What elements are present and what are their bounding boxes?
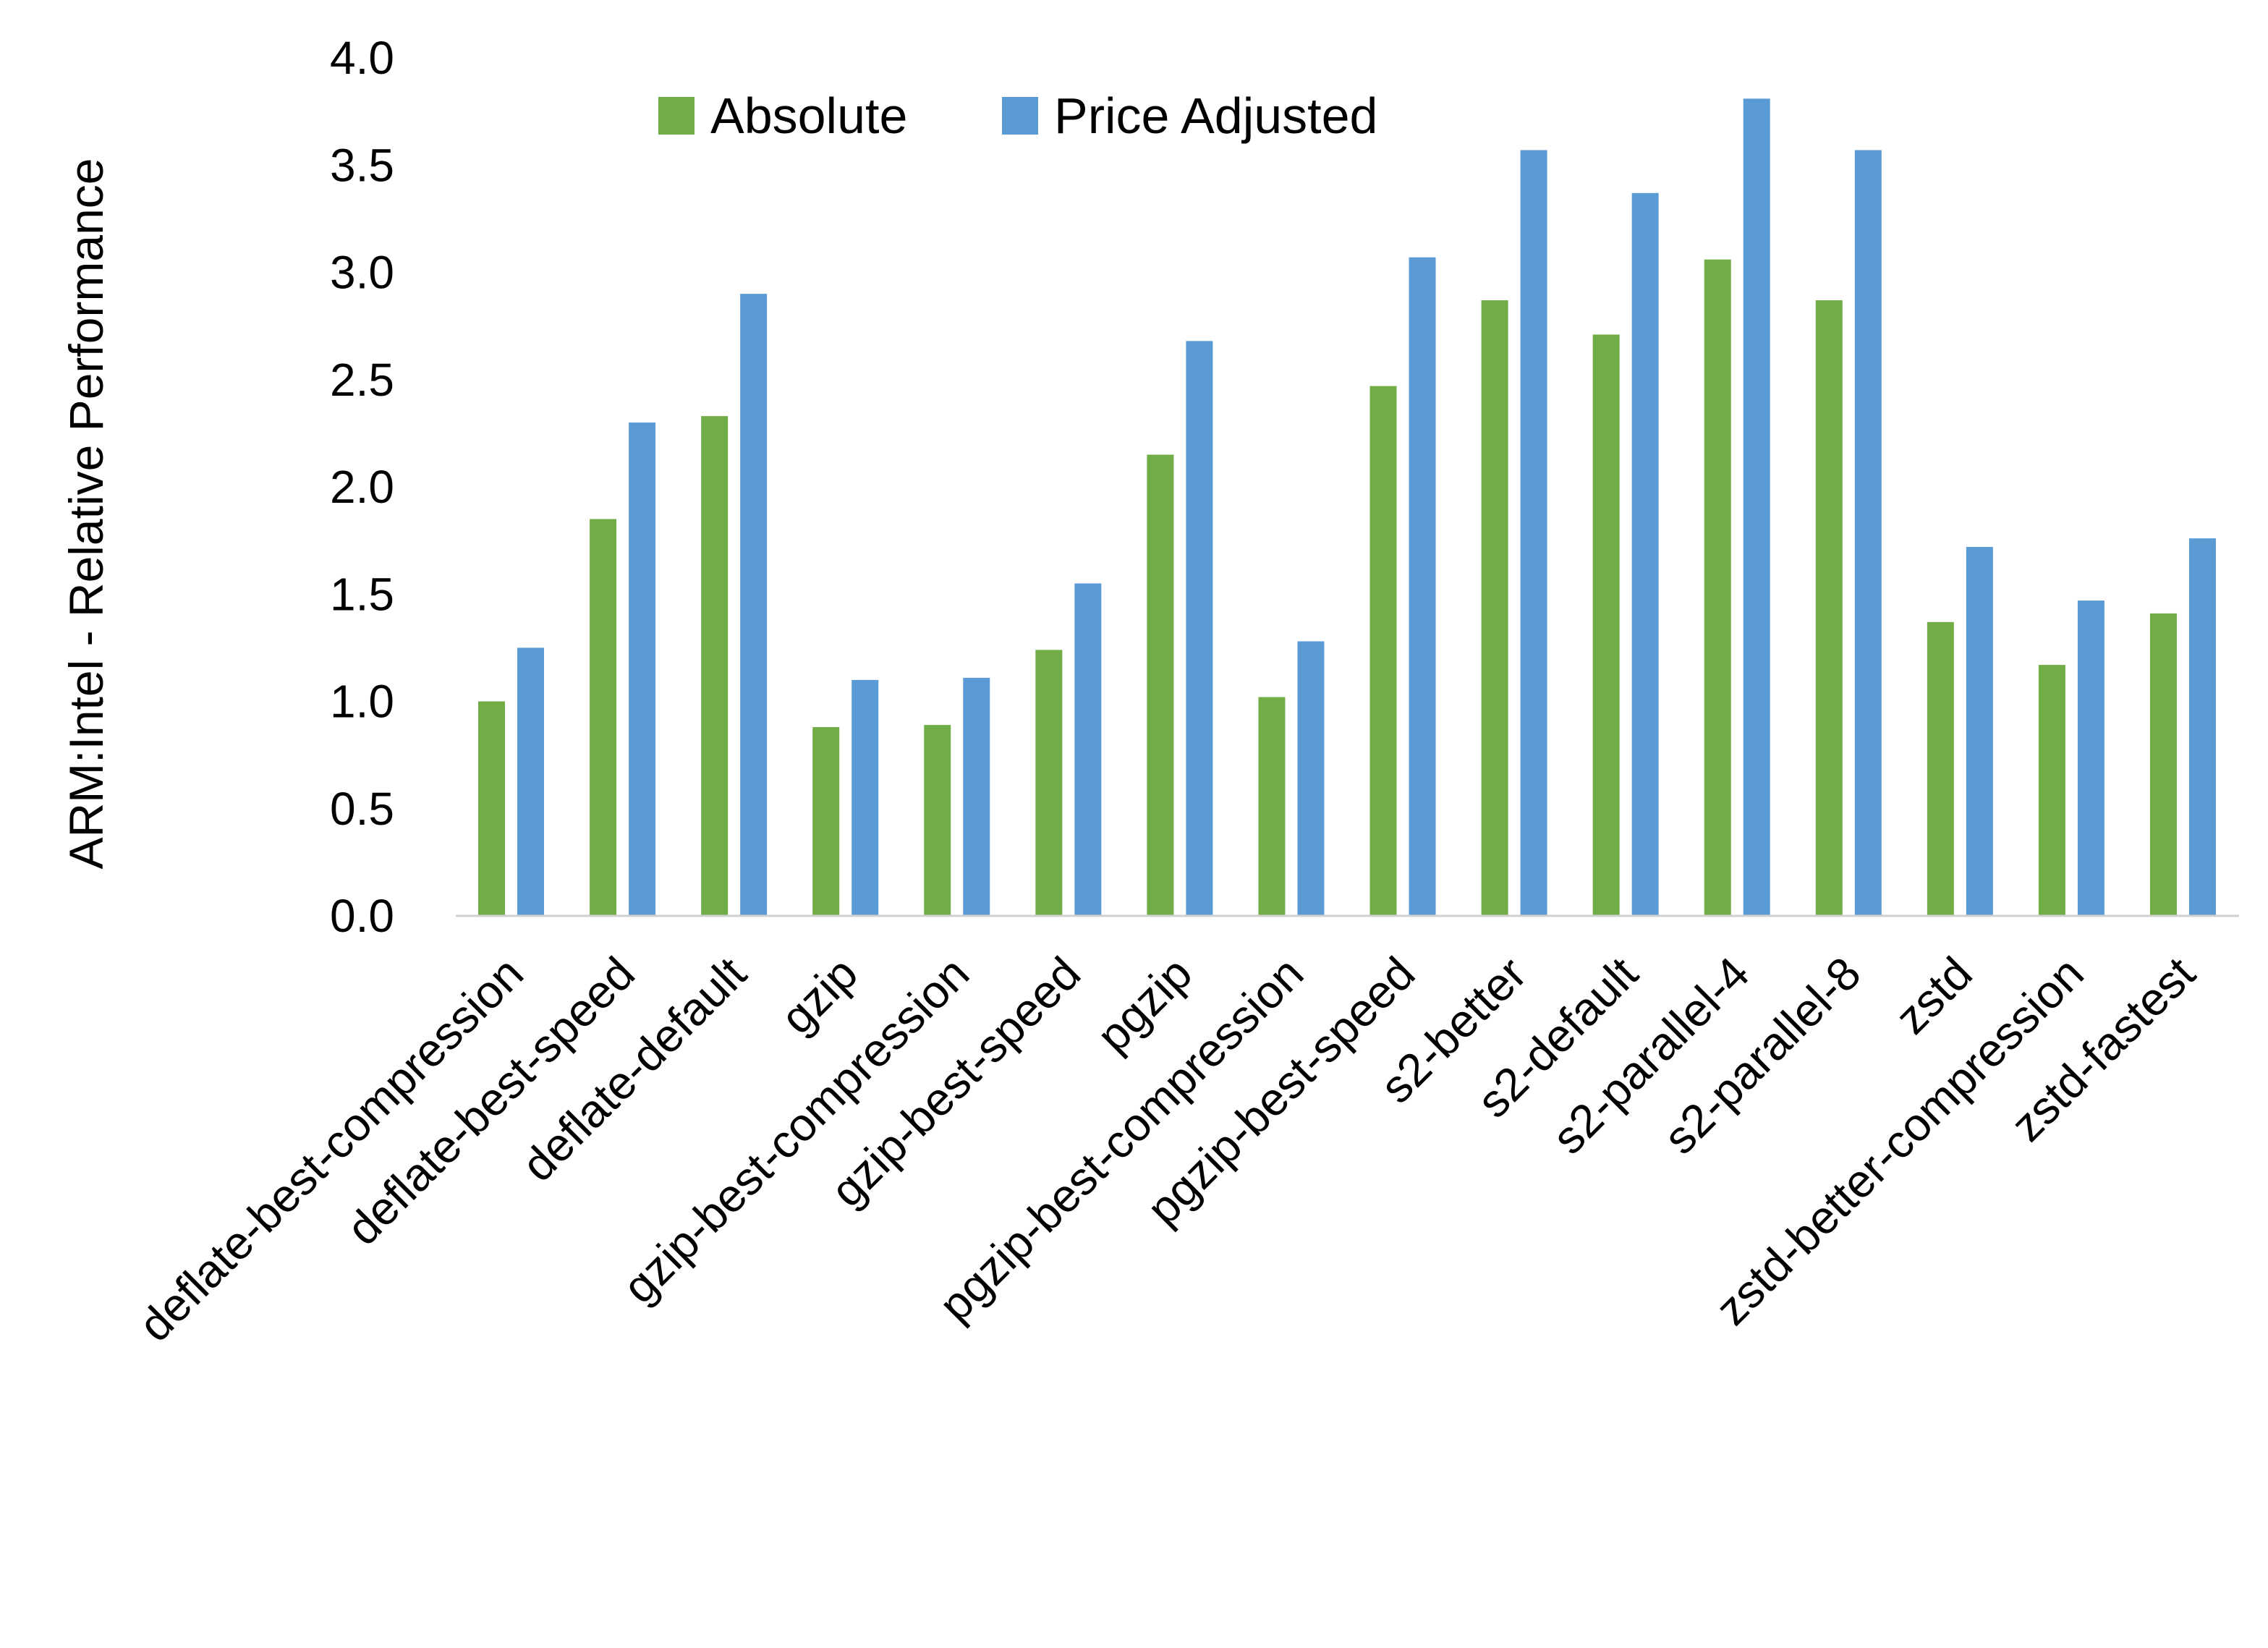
bar-absolute-zstd xyxy=(1927,621,1954,916)
y-tick-label: 1.5 xyxy=(330,568,394,620)
legend: Absolute Price Adjusted xyxy=(658,88,1377,144)
bar-absolute-pgzip-best-speed xyxy=(1369,386,1397,916)
bar-price-adjusted-deflate-default xyxy=(740,294,768,916)
y-tick-label: 2.5 xyxy=(330,354,394,406)
x-tick-label: zstd xyxy=(1885,947,1982,1044)
bar-absolute-zstd-better-compression xyxy=(2038,665,2065,916)
bar-price-adjusted-pgzip xyxy=(1186,341,1213,916)
bar-price-adjusted-deflate-best-speed xyxy=(629,422,656,916)
bar-price-adjusted-zstd-fastest xyxy=(2188,538,2216,916)
bar-price-adjusted-gzip-best-speed xyxy=(1074,583,1102,916)
bar-price-adjusted-s2-better xyxy=(1520,150,1547,916)
y-tick-label: 2.0 xyxy=(330,461,394,513)
legend-swatch-price-adjusted xyxy=(1002,97,1038,135)
y-tick-label: 1.0 xyxy=(330,676,394,728)
y-axis-title: ARM:Intel - Relative Performance xyxy=(59,158,113,869)
bar-absolute-deflate-best-speed xyxy=(590,519,617,916)
legend-swatch-absolute xyxy=(658,97,695,135)
bar-absolute-s2-better xyxy=(1481,300,1508,916)
bar-price-adjusted-gzip-best-compression xyxy=(963,677,990,916)
bar-price-adjusted-zstd-better-compression xyxy=(2077,600,2105,916)
x-tick-label: gzip xyxy=(770,947,867,1044)
bar-price-adjusted-deflate-best-compression xyxy=(517,647,545,916)
bar-price-adjusted-gzip xyxy=(851,679,879,916)
bar-price-adjusted-pgzip-best-speed xyxy=(1409,257,1436,916)
bar-absolute-deflate-default xyxy=(701,416,729,916)
bar-price-adjusted-zstd xyxy=(1966,547,1993,916)
bar-absolute-gzip xyxy=(812,727,840,916)
bar-absolute-s2-parallel-4 xyxy=(1704,259,1731,917)
y-tick-label: 4.0 xyxy=(330,32,394,84)
bar-absolute-s2-default xyxy=(1592,334,1620,916)
bar-absolute-deflate-best-compression xyxy=(478,701,506,916)
bar-absolute-pgzip xyxy=(1147,454,1174,916)
bar-price-adjusted-pgzip-best-compression xyxy=(1297,641,1325,916)
legend-label-price-adjusted: Price Adjusted xyxy=(1054,88,1377,144)
y-tick-label: 0.0 xyxy=(330,890,394,942)
bar-price-adjusted-s2-default xyxy=(1631,192,1659,916)
y-tick-label: 0.5 xyxy=(330,783,394,835)
bar-price-adjusted-s2-parallel-8 xyxy=(1854,150,1882,916)
bar-price-adjusted-s2-parallel-4 xyxy=(1743,98,1770,917)
bar-absolute-gzip-best-speed xyxy=(1035,650,1063,916)
bar-absolute-pgzip-best-compression xyxy=(1258,697,1286,916)
y-tick-label: 3.5 xyxy=(330,139,394,191)
legend-label-absolute: Absolute xyxy=(710,88,907,144)
y-tick-label: 3.0 xyxy=(330,247,394,299)
bar-absolute-gzip-best-compression xyxy=(924,725,951,916)
bar-absolute-zstd-fastest xyxy=(2149,613,2177,916)
bar-absolute-s2-parallel-8 xyxy=(1815,300,1843,916)
